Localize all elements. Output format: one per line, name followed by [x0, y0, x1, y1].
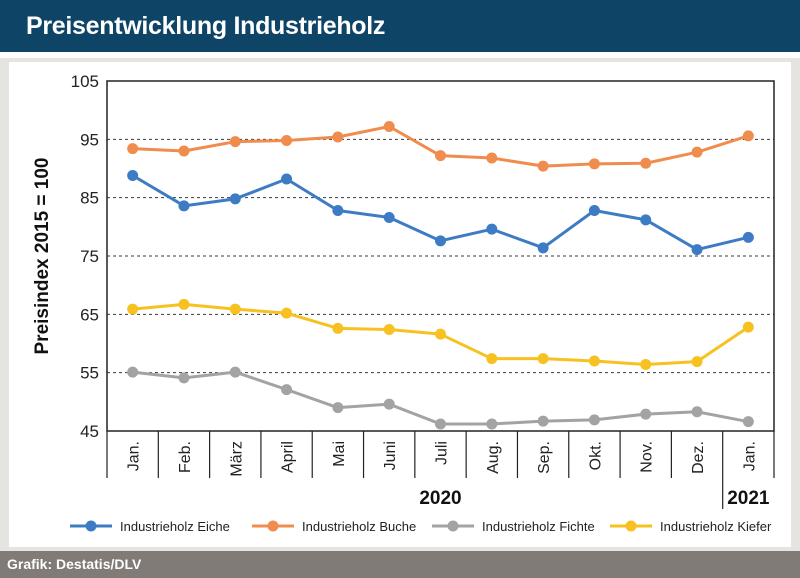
- data-point: [435, 328, 446, 340]
- x-tick-label: Dez.: [690, 441, 707, 474]
- data-point: [691, 406, 703, 418]
- data-point: [229, 136, 241, 148]
- legend-label: Industrieholz Eiche: [120, 519, 230, 534]
- legend-label: Industrieholz Kiefer: [660, 519, 772, 534]
- y-tick-label: 105: [71, 72, 99, 91]
- data-point: [691, 146, 703, 158]
- y-tick-label: 55: [80, 364, 99, 383]
- data-point: [127, 366, 139, 378]
- series-line-2: [132, 370, 749, 426]
- data-point: [640, 214, 652, 226]
- data-point: [383, 324, 395, 335]
- year-label: 2020: [419, 488, 461, 509]
- data-point: [178, 298, 190, 310]
- data-point: [127, 303, 139, 315]
- data-point: [691, 356, 703, 368]
- data-point: [127, 170, 139, 181]
- data-point: [435, 150, 446, 162]
- data-point: [332, 402, 344, 414]
- data-point: [588, 205, 600, 216]
- x-tick-label: Aug.: [485, 441, 502, 474]
- x-tick-label: April: [280, 441, 297, 473]
- data-point: [332, 131, 344, 143]
- data-point: [537, 415, 549, 427]
- data-point: [178, 145, 190, 157]
- data-point: [178, 200, 190, 212]
- data-point: [486, 353, 498, 365]
- data-point: [742, 231, 754, 243]
- data-point: [229, 366, 241, 378]
- legend-label: Industrieholz Fichte: [482, 519, 595, 534]
- data-point: [588, 158, 600, 170]
- data-point: [742, 130, 754, 142]
- x-tick-label: Feb.: [177, 441, 194, 473]
- legend-swatch-marker: [625, 520, 637, 532]
- y-tick-label: 45: [80, 422, 99, 441]
- data-point: [127, 143, 139, 155]
- legend-swatch-marker: [447, 520, 459, 532]
- data-point: [281, 384, 293, 396]
- year-label: 2021: [727, 488, 770, 509]
- data-point: [435, 418, 446, 430]
- legend-swatch-marker: [85, 520, 97, 532]
- x-tick-label: Jan.: [741, 441, 758, 471]
- data-point: [640, 157, 652, 169]
- data-point: [691, 244, 703, 256]
- x-tick-label: Juli: [434, 441, 451, 465]
- chart-panel: [9, 62, 791, 547]
- data-point: [537, 353, 549, 365]
- footer-bar: Grafik: Destatis/DLV: [0, 551, 800, 578]
- source-credit: Grafik: Destatis/DLV: [7, 556, 142, 572]
- data-point: [486, 418, 498, 430]
- data-point: [537, 160, 549, 172]
- data-point: [229, 303, 241, 315]
- data-point: [486, 223, 498, 235]
- y-tick-label: 95: [80, 130, 99, 149]
- data-point: [742, 416, 754, 428]
- x-tick-label: Jan.: [126, 441, 143, 471]
- data-point: [383, 398, 395, 410]
- data-point: [281, 173, 293, 185]
- legend-swatch-marker: [267, 520, 279, 532]
- x-tick-label: Sep.: [536, 441, 553, 474]
- chart-title: Preisentwicklung Industrieholz: [26, 12, 386, 40]
- data-point: [640, 359, 652, 370]
- x-tick-label: Juni: [382, 441, 399, 470]
- data-point: [332, 205, 344, 216]
- x-tick-label: Mai: [331, 441, 348, 467]
- data-point: [229, 193, 241, 205]
- data-point: [742, 321, 754, 333]
- y-tick-label: 65: [80, 305, 99, 324]
- data-point: [588, 355, 600, 367]
- y-tick-label: 85: [80, 189, 99, 208]
- x-tick-label: Okt.: [587, 441, 604, 470]
- data-point: [588, 414, 600, 426]
- data-point: [537, 242, 549, 254]
- data-point: [640, 408, 652, 420]
- data-point: [435, 235, 446, 247]
- data-point: [178, 372, 190, 384]
- x-tick-label: März: [228, 441, 245, 477]
- y-tick-label: 75: [80, 247, 99, 266]
- data-point: [281, 307, 293, 319]
- data-point: [332, 322, 344, 334]
- data-point: [486, 152, 498, 164]
- data-point: [281, 135, 293, 146]
- legend-label: Industrieholz Buche: [302, 519, 416, 534]
- x-tick-label: Nov.: [639, 441, 656, 473]
- data-point: [383, 212, 395, 223]
- plot-frame: [106, 80, 775, 432]
- y-axis-label: Preisindex 2015 = 100: [32, 157, 53, 354]
- header-divider: [0, 52, 800, 58]
- header-bar: Preisentwicklung Industrieholz: [0, 0, 800, 52]
- data-point: [383, 121, 395, 132]
